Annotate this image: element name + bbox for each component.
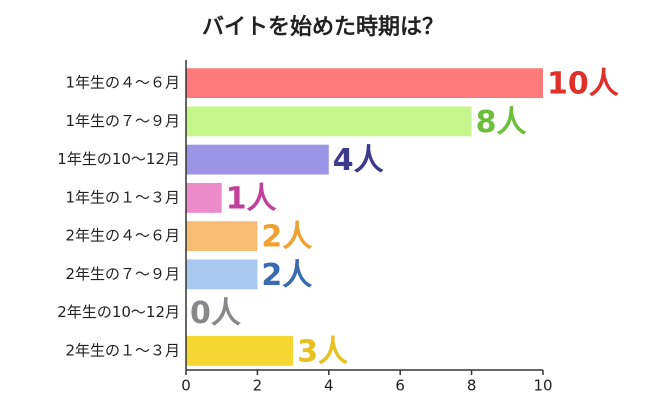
value-label: 10人: [547, 67, 619, 102]
bar: [186, 68, 543, 99]
x-tick-label: 0: [181, 377, 191, 395]
x-tick-label: 6: [395, 377, 405, 395]
y-tick-label: 2年生の７～９月: [65, 265, 180, 283]
x-tick-label: 8: [467, 377, 477, 395]
y-tick-label: 1年生の４～６月: [65, 74, 180, 92]
value-label: 8人: [476, 105, 527, 140]
value-label: 1人: [226, 181, 277, 216]
chart-title: バイトを始めた時期は？: [202, 14, 444, 40]
value-label: 3人: [297, 334, 348, 369]
bar: [186, 144, 329, 175]
bar: [186, 106, 472, 137]
y-tick-label: 1年生の10～12月: [57, 150, 180, 168]
y-tick-label: 2年生の10～12月: [57, 303, 180, 321]
x-tick-label: 4: [324, 377, 334, 395]
value-label: 4人: [333, 143, 384, 178]
x-tick-label: 2: [253, 377, 263, 395]
y-tick-label: 1年生の１～３月: [65, 188, 180, 206]
value-label: 0人: [190, 296, 241, 331]
bar: [186, 221, 258, 252]
y-tick-label: 1年生の７～９月: [65, 112, 180, 130]
value-label: 2人: [261, 258, 312, 293]
bar: [186, 182, 222, 213]
bar: [186, 259, 258, 290]
bar: [186, 335, 294, 366]
y-tick-label: 2年生の４～６月: [65, 227, 180, 245]
value-label: 2人: [261, 220, 312, 255]
y-tick-label: 2年生の１～３月: [65, 341, 180, 359]
x-tick-label: 10: [533, 377, 552, 395]
